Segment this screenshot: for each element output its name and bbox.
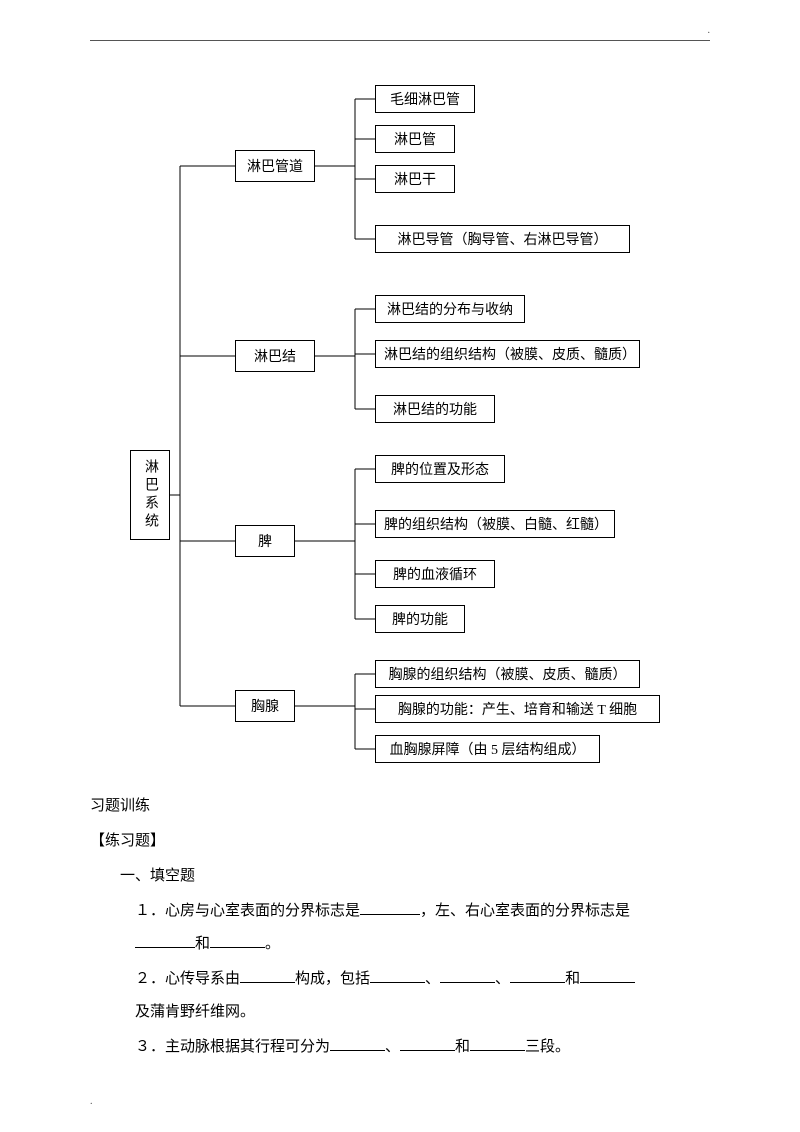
q1-text-c: 和 — [195, 936, 210, 952]
question-2: ２．心传导系由 构成，包括 、 、 和 及蒲肯野纤维网。 — [90, 963, 710, 1029]
tree-leaf: 胸腺的功能：产生、培育和输送 T 细胞 — [375, 695, 660, 723]
tree-leaf: 淋巴结的分布与收纳 — [375, 295, 525, 323]
tree-leaf: 淋巴管 — [375, 125, 455, 153]
tree-branch: 脾 — [235, 525, 295, 557]
q3-text-d: 三段。 — [525, 1039, 570, 1055]
tree-leaf: 脾的血液循环 — [375, 560, 495, 588]
q3-text-b: 、 — [385, 1039, 400, 1055]
blank — [470, 1035, 525, 1051]
connector-lines — [0, 0, 800, 760]
tree-leaf: 脾的位置及形态 — [375, 455, 505, 483]
exercise-section: 习题训练 【练习题】 一、填空题 １．心房与心室表面的分界标志是 ，左、右心室表面… — [90, 790, 710, 1066]
question-3: ３．主动脉根据其行程可分为 、 和 三段。 — [90, 1031, 710, 1064]
q1-text-d: 。 — [265, 936, 280, 952]
blank — [210, 932, 265, 948]
blank — [440, 967, 495, 983]
header-rule — [90, 40, 710, 41]
tree-leaf: 血胸腺屏障（由 5 层结构组成） — [375, 735, 600, 763]
tree-leaf: 脾的功能 — [375, 605, 465, 633]
tree-leaf: 淋巴结的组织结构（被膜、皮质、髓质） — [375, 340, 640, 368]
tree-root: 淋巴系统 — [130, 450, 170, 540]
q1-text-a: １．心房与心室表面的分界标志是 — [135, 903, 360, 919]
question-1: １．心房与心室表面的分界标志是 ，左、右心室表面的分界标志是 和 。 — [90, 895, 710, 961]
q2-text-f: 及蒲肯野纤维网。 — [135, 1004, 255, 1020]
q1-text-b: ，左、右心室表面的分界标志是 — [420, 903, 630, 919]
tree-leaf: 胸腺的组织结构（被膜、皮质、髓质） — [375, 660, 640, 688]
tree-branch: 胸腺 — [235, 690, 295, 722]
tree-leaf: 脾的组织结构（被膜、白髓、红髓） — [375, 510, 615, 538]
q2-text-e: 和 — [565, 971, 580, 987]
blank — [510, 967, 565, 983]
blank — [360, 899, 420, 915]
tree-branch: 淋巴管道 — [235, 150, 315, 182]
blank — [135, 932, 195, 948]
blank — [400, 1035, 455, 1051]
exercise-heading: 【练习题】 — [90, 825, 710, 858]
tree-branch: 淋巴结 — [235, 340, 315, 372]
tree-leaf: 淋巴干 — [375, 165, 455, 193]
q2-text-a: ２．心传导系由 — [135, 971, 240, 987]
tree-leaf: 毛细淋巴管 — [375, 85, 475, 113]
footer-dot: . — [90, 1096, 93, 1107]
header-dot: . — [708, 25, 711, 36]
blank — [580, 967, 635, 983]
blank — [240, 967, 295, 983]
blank — [330, 1035, 385, 1051]
tree-leaf: 淋巴导管（胸导管、右淋巴导管） — [375, 225, 630, 253]
q2-text-d: 、 — [495, 971, 510, 987]
q3-text-c: 和 — [455, 1039, 470, 1055]
q3-text-a: ３．主动脉根据其行程可分为 — [135, 1039, 330, 1055]
page: . 淋巴系统淋巴管道毛细淋巴管淋巴管淋巴干淋巴导管（胸导管、右淋巴导管）淋巴结淋… — [0, 0, 800, 1132]
section-heading: 习题训练 — [90, 790, 710, 823]
blank — [370, 967, 425, 983]
part-heading: 一、填空题 — [90, 860, 710, 893]
q2-text-c: 、 — [425, 971, 440, 987]
tree-leaf: 淋巴结的功能 — [375, 395, 495, 423]
q2-text-b: 构成，包括 — [295, 971, 370, 987]
